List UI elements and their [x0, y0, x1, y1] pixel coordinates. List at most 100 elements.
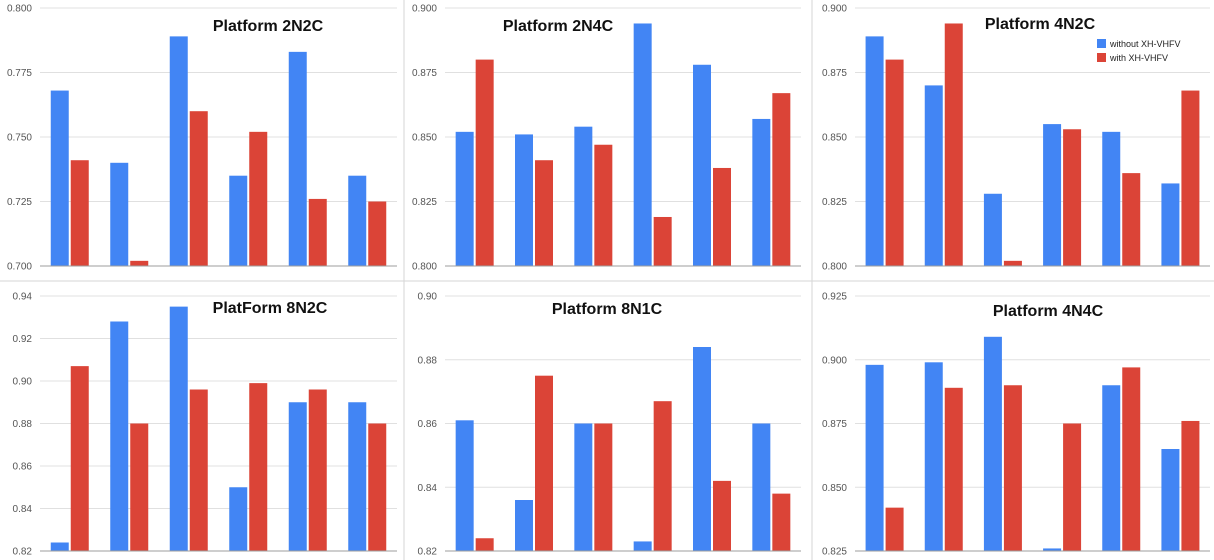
y-tick-label: 0.875	[822, 68, 847, 79]
bar-with-xh-vhfv	[594, 144, 613, 266]
y-tick-label: 0.84	[13, 504, 33, 515]
y-tick-label: 0.875	[412, 68, 437, 79]
bar-without-xh-vhfv	[752, 423, 771, 551]
bar-with-xh-vhfv	[130, 260, 149, 266]
bar-without-xh-vhfv	[455, 131, 474, 266]
bar-with-xh-vhfv	[1181, 90, 1200, 266]
y-tick-label: 0.800	[822, 262, 847, 273]
y-tick-label: 0.725	[7, 197, 32, 208]
y-tick-label: 0.800	[412, 262, 437, 273]
bar-without-xh-vhfv	[288, 402, 307, 551]
bar-with-xh-vhfv	[535, 375, 553, 551]
y-tick-label: 0.825	[822, 547, 847, 558]
y-tick-label: 0.850	[412, 133, 437, 144]
bar-without-xh-vhfv	[515, 134, 533, 266]
chart-panel: 0.82 0.84 0.86 0.88 0.90 Platform 8N1C	[418, 292, 801, 558]
y-tick-label: 0.850	[822, 133, 847, 144]
y-tick-label: 0.82	[418, 547, 438, 558]
bar-with-xh-vhfv	[1003, 260, 1022, 266]
bar-with-xh-vhfv	[249, 131, 268, 266]
y-tick-label: 0.900	[412, 4, 437, 15]
panel-title: PlatForm 8N2C	[213, 300, 328, 317]
bar-with-xh-vhfv	[70, 160, 89, 266]
bar-with-xh-vhfv	[475, 538, 494, 551]
bar-without-xh-vhfv	[348, 175, 367, 266]
bar-with-xh-vhfv	[1063, 129, 1082, 266]
bar-without-xh-vhfv	[1043, 124, 1062, 266]
bar-with-xh-vhfv	[1063, 423, 1082, 551]
bar-without-xh-vhfv	[924, 362, 943, 551]
bar-with-xh-vhfv	[1122, 367, 1141, 551]
bar-with-xh-vhfv	[772, 93, 791, 266]
bar-with-xh-vhfv	[535, 160, 553, 266]
bar-with-xh-vhfv	[713, 480, 731, 551]
y-tick-label: 0.875	[822, 419, 847, 430]
chart-panel: 0.82 0.84 0.86 0.88 0.90 0.92 0.94 PlatForm 8N2…	[13, 292, 397, 558]
bar-without-xh-vhfv	[288, 51, 307, 266]
bar-without-xh-vhfv	[633, 541, 652, 551]
bar-with-xh-vhfv	[885, 507, 904, 551]
y-tick-label: 0.900	[822, 4, 847, 15]
y-tick-label: 0.775	[7, 68, 32, 79]
bar-without-xh-vhfv	[633, 23, 652, 267]
bar-with-xh-vhfv	[653, 216, 672, 266]
bar-without-xh-vhfv	[50, 90, 69, 266]
legend-label-with: with XH-VHFV	[1109, 53, 1168, 63]
y-tick-label: 0.92	[13, 334, 33, 345]
bar-with-xh-vhfv	[944, 387, 963, 551]
y-tick-label: 0.700	[7, 262, 32, 273]
bar-without-xh-vhfv	[515, 500, 533, 551]
bar-without-xh-vhfv	[50, 542, 69, 551]
bar-without-xh-vhfv	[924, 85, 943, 267]
bar-without-xh-vhfv	[455, 420, 474, 551]
y-tick-label: 0.900	[822, 355, 847, 366]
bar-without-xh-vhfv	[1161, 449, 1180, 551]
bar-without-xh-vhfv	[693, 64, 711, 266]
panel-title: Platform 8N1C	[552, 301, 663, 318]
chart-panel: 0.700 0.725 0.750 0.775 0.800 Platform 2N2C	[7, 4, 397, 273]
bar-with-xh-vhfv	[772, 493, 791, 551]
y-tick-label: 0.825	[822, 197, 847, 208]
bar-with-xh-vhfv	[944, 23, 963, 267]
bar-with-xh-vhfv	[189, 389, 208, 551]
bar-with-xh-vhfv	[594, 423, 613, 551]
panel-title: Platform 4N2C	[985, 16, 1096, 33]
panel-title: Platform 2N2C	[213, 18, 324, 35]
bar-with-xh-vhfv	[885, 59, 904, 266]
bar-without-xh-vhfv	[1043, 548, 1062, 551]
bar-without-xh-vhfv	[110, 321, 129, 551]
chart-panel: 0.800 0.825 0.850 0.875 0.900 Platform 2N4C	[412, 4, 801, 273]
bar-with-xh-vhfv	[1181, 420, 1200, 551]
bar-without-xh-vhfv	[229, 175, 248, 266]
bar-with-xh-vhfv	[1122, 173, 1141, 266]
y-tick-label: 0.88	[418, 355, 438, 366]
bar-with-xh-vhfv	[653, 401, 672, 551]
bar-without-xh-vhfv	[169, 36, 188, 266]
bar-with-xh-vhfv	[368, 423, 387, 551]
bar-with-xh-vhfv	[308, 389, 327, 551]
legend-swatch-without	[1097, 39, 1106, 48]
bar-with-xh-vhfv	[713, 167, 731, 266]
bar-without-xh-vhfv	[1161, 183, 1180, 266]
y-tick-label: 0.800	[7, 4, 32, 15]
bar-without-xh-vhfv	[983, 336, 1002, 551]
bar-without-xh-vhfv	[348, 402, 367, 551]
bar-without-xh-vhfv	[1102, 385, 1121, 551]
y-tick-label: 0.90	[418, 292, 438, 303]
bar-without-xh-vhfv	[865, 36, 884, 266]
bar-with-xh-vhfv	[249, 383, 268, 551]
y-tick-label: 0.925	[822, 292, 847, 303]
y-tick-label: 0.750	[7, 133, 32, 144]
bar-with-xh-vhfv	[1003, 385, 1022, 551]
y-tick-label: 0.82	[13, 547, 33, 558]
legend-swatch-with	[1097, 53, 1106, 62]
y-tick-label: 0.86	[418, 419, 438, 430]
panel-title: Platform 4N4C	[993, 303, 1104, 320]
chart-panel: 0.800 0.825 0.850 0.875 0.900 Platform 4N2C	[822, 4, 1210, 273]
bar-without-xh-vhfv	[752, 118, 771, 266]
bar-with-xh-vhfv	[475, 59, 494, 266]
panel-title: Platform 2N4C	[503, 18, 614, 35]
bar-without-xh-vhfv	[229, 487, 248, 551]
bar-without-xh-vhfv	[693, 347, 711, 551]
